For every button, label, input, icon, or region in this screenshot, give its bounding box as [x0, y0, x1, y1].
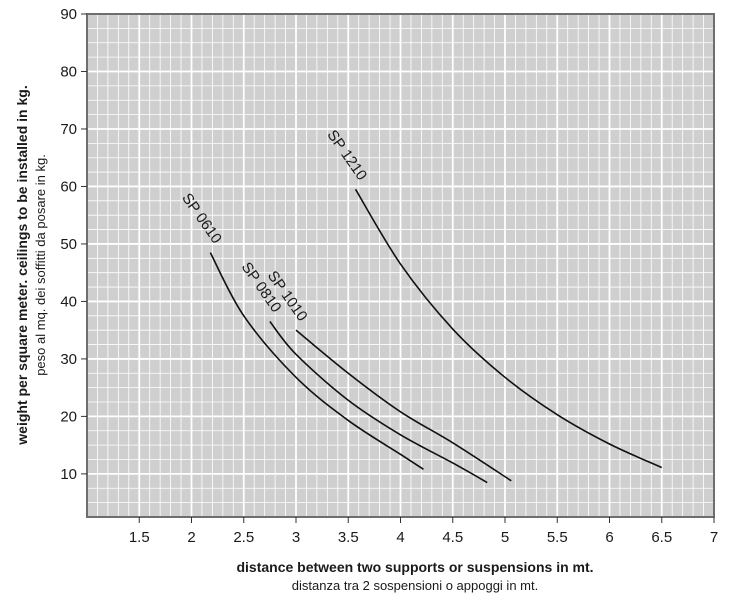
x-tick-label: 6 [605, 529, 613, 546]
x-tick-label: 3.5 [338, 529, 359, 546]
y-axis-title: weight per square meter. ceilings to be … [14, 85, 30, 445]
x-tick-label: 4.5 [442, 529, 463, 546]
x-tick-label: 5.5 [547, 529, 568, 546]
x-tick-label: 5 [501, 529, 509, 546]
curve-sp-0810 [269, 321, 488, 484]
y-tick-label: 70 [60, 121, 77, 138]
y-tick-label: 90 [60, 6, 77, 23]
y-tick-label: 40 [60, 293, 77, 310]
grid-major [87, 14, 715, 517]
x-tick-label: 7 [710, 529, 718, 546]
y-tick-label: 30 [60, 351, 77, 368]
y-tick-label: 20 [60, 408, 77, 425]
x-tick-label: 6.5 [651, 529, 672, 546]
x-tick-label: 1.5 [129, 529, 150, 546]
curve-sp-0610 [209, 252, 424, 470]
y-tick-label: 60 [60, 178, 77, 195]
x-tick-label: 2 [187, 529, 195, 546]
y-axis-ticks: 10 20 30 40 50 60 70 80 90 [60, 6, 87, 483]
x-axis-ticks: 1.5 2 2.5 3 3.5 4 4.5 5 5.5 6 6.5 7 [129, 517, 718, 546]
x-tick-label: 4 [396, 529, 404, 546]
x-tick-label: 2.5 [233, 529, 254, 546]
y-tick-label: 80 [60, 63, 77, 80]
curve-sp-1010 [295, 329, 512, 482]
curve-sp-1210 [354, 188, 663, 469]
y-tick-label: 50 [60, 236, 77, 253]
y-tick-label: 10 [60, 466, 77, 483]
x-axis-subtitle: distanza tra 2 sospensioni o appoggi in … [292, 578, 538, 593]
x-tick-label: 3 [292, 529, 300, 546]
curves [209, 188, 663, 484]
x-axis-title: distance between two supports or suspens… [236, 559, 593, 575]
y-axis-subtitle: peso al mq. dei soffitti da posare in kg… [33, 154, 48, 376]
